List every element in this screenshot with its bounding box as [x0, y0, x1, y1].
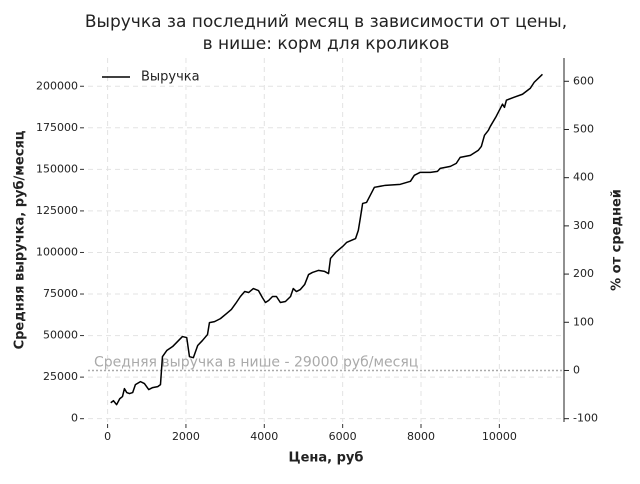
y-tick-label: 175000 — [36, 121, 78, 134]
y-tick-label: 0 — [71, 412, 78, 425]
x-tick-label: 2000 — [172, 430, 200, 443]
chart-title: Выручка за последний месяц в зависимости… — [85, 12, 567, 32]
x-tick-label: 4000 — [250, 430, 278, 443]
x-tick-label: 10000 — [482, 430, 517, 443]
y2-axis-label: % от средней — [610, 189, 625, 291]
y-axis-label: Средняя выручка, руб/месяц — [13, 130, 28, 349]
x-tick-label: 0 — [104, 430, 111, 443]
y2-tick-label: 100 — [573, 315, 594, 328]
y2-tick-label: 400 — [573, 171, 594, 184]
data-line — [110, 73, 543, 406]
x-axis-label: Цена, руб — [289, 451, 364, 466]
y2-tick-label: 0 — [573, 363, 580, 376]
chart-title: в нише: корм для кроликов — [203, 34, 450, 54]
x-tick-label: 8000 — [407, 430, 435, 443]
y-tick-label: 25000 — [43, 370, 78, 383]
y-tick-label: 200000 — [36, 79, 78, 92]
x-tick-label: 6000 — [329, 430, 357, 443]
y-tick-label: 50000 — [43, 329, 78, 342]
reference-label: Средняя выручка в нише - 29000 руб/месяц — [94, 354, 418, 370]
y2-tick-label: 600 — [573, 74, 594, 87]
y2-tick-label: 300 — [573, 219, 594, 232]
y2-tick-label: -100 — [573, 412, 598, 425]
y-tick-label: 125000 — [36, 204, 78, 217]
y2-tick-label: 500 — [573, 122, 594, 135]
y-tick-label: 150000 — [36, 162, 78, 175]
y-tick-label: 100000 — [36, 245, 78, 258]
legend-label: Выручка — [141, 70, 200, 85]
y-tick-label: 75000 — [43, 287, 78, 300]
y2-tick-label: 200 — [573, 267, 594, 280]
